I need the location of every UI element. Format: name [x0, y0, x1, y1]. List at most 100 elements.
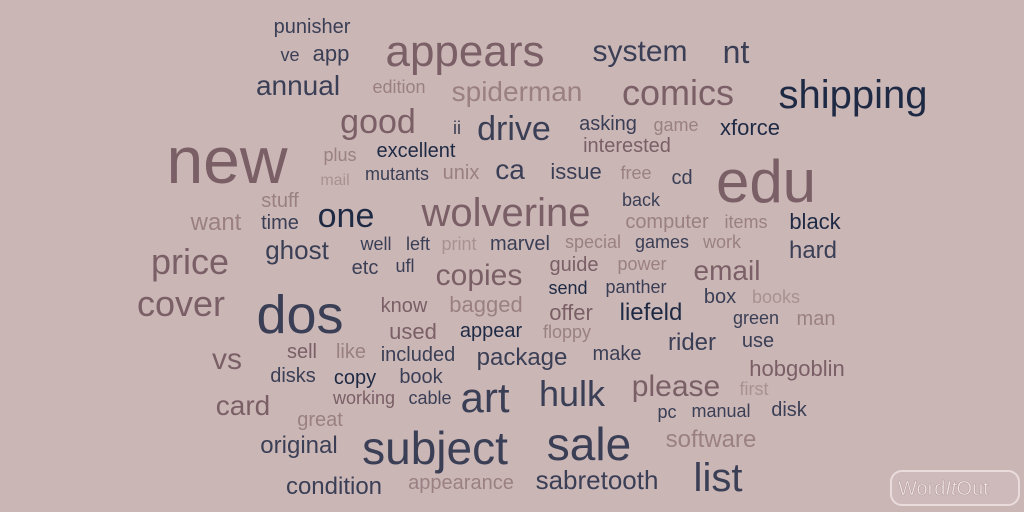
cloud-word: left [405, 234, 431, 254]
cloud-word: etc [351, 257, 379, 279]
cloud-word: excellent [376, 140, 456, 162]
cloud-word: drive [477, 110, 551, 148]
cloud-word: punisher [273, 16, 351, 38]
cloud-word: know [380, 295, 428, 317]
cloud-word: computer [625, 211, 709, 233]
cloud-word: xforce [720, 115, 780, 140]
cloud-word: game [653, 115, 699, 135]
cloud-word: subject [362, 422, 508, 474]
cloud-word: man [796, 308, 836, 330]
cloud-word: email [693, 255, 761, 286]
cloud-word: spiderman [451, 76, 583, 107]
cloud-word: bagged [449, 292, 523, 317]
cloud-word: mail [320, 172, 350, 189]
cloud-word: power [617, 254, 667, 274]
cloud-word: back [621, 190, 661, 210]
cloud-word: copy [333, 367, 377, 389]
cloud-word: items [724, 212, 768, 232]
cloud-word: sell [286, 341, 318, 363]
cloud-word: disk [771, 399, 807, 421]
cloud-word: appear [459, 320, 523, 342]
cloud-word: card [215, 390, 271, 421]
cloud-word: guide [549, 254, 599, 276]
cloud-word: condition [285, 473, 383, 500]
cloud-word: book [399, 366, 443, 388]
cloud-word: special [564, 232, 622, 252]
cloud-word: software [665, 426, 757, 453]
cloud-word: free [620, 163, 652, 183]
cloud-word: new [166, 123, 288, 197]
cloud-word: unix [442, 162, 480, 184]
cloud-word: good [340, 103, 416, 141]
cloud-word: interested [583, 135, 671, 157]
cloud-word: hard [788, 237, 838, 264]
cloud-word: appearance [408, 472, 514, 494]
cloud-word: work [702, 232, 742, 252]
cloud-word: mutants [364, 164, 430, 184]
cloud-word: green [732, 308, 780, 328]
cloud-word: hulk [538, 373, 606, 414]
cloud-word: cover [136, 283, 226, 324]
cloud-word: plus [323, 145, 357, 165]
cloud-word: great [297, 409, 343, 431]
worditout-logo-mark: WordItOut [898, 478, 990, 501]
cloud-word: shipping [778, 73, 928, 117]
cloud-word: ca [495, 154, 525, 185]
cloud-word: send [548, 278, 588, 298]
cloud-word: app [312, 41, 350, 66]
cloud-word: ghost [265, 235, 329, 265]
cloud-word: art [460, 374, 510, 421]
cloud-word: nt [722, 34, 750, 70]
logo-it: It [945, 478, 958, 500]
cloud-word: comics [621, 72, 735, 113]
cloud-word: cable [408, 388, 452, 408]
cloud-word: time [261, 212, 299, 234]
cloud-word: disks [270, 365, 316, 387]
cloud-word: ve [280, 45, 300, 65]
cloud-word: marvel [489, 233, 551, 255]
cloud-word: annual [255, 70, 341, 101]
cloud-word: ii [453, 118, 461, 138]
cloud-word: first [739, 379, 769, 399]
logo-word: Word [898, 478, 945, 500]
cloud-word: print [441, 234, 477, 254]
cloud-word: books [751, 287, 801, 307]
cloud-word: appears [385, 27, 545, 76]
cloud-word: included [380, 344, 456, 366]
cloud-word: games [634, 232, 690, 252]
cloud-word: ufl [395, 256, 415, 276]
cloud-word: list [693, 456, 743, 500]
cloud-word: liefeld [619, 299, 683, 326]
cloud-word: offer [549, 300, 593, 325]
cloud-word: like [335, 341, 367, 363]
cloud-word: please [631, 370, 721, 403]
cloud-word: rider [667, 329, 717, 356]
cloud-word: manual [691, 401, 751, 421]
cloud-word: working [332, 388, 396, 408]
cloud-word: hobgoblin [749, 356, 845, 381]
cloud-word: stuff [261, 190, 299, 212]
cloud-word: edu [715, 148, 817, 215]
worditout-logo[interactable]: WordItOut [890, 470, 1020, 506]
cloud-word: pc [657, 402, 677, 422]
cloud-word: black [789, 209, 841, 234]
cloud-word: edition [372, 77, 426, 97]
cloud-word: price [150, 241, 230, 282]
cloud-word: original [260, 432, 338, 459]
cloud-word: make [592, 343, 642, 365]
cloud-word: panther [605, 277, 667, 297]
cloud-word: vs [212, 343, 242, 376]
svg-text:WordItOut: WordItOut [898, 478, 989, 500]
cloud-word: system [592, 35, 688, 68]
cloud-word: sabretooth [535, 465, 659, 495]
logo-out: Out [957, 478, 990, 500]
cloud-word: cd [671, 167, 693, 189]
cloud-word: asking [579, 113, 637, 135]
cloud-word: use [741, 330, 775, 352]
cloud-word: dos [256, 285, 344, 345]
cloud-word: one [317, 197, 375, 235]
cloud-word: package [476, 344, 568, 371]
cloud-word: issue [550, 159, 602, 184]
cloud-word: wolverine [421, 191, 591, 235]
